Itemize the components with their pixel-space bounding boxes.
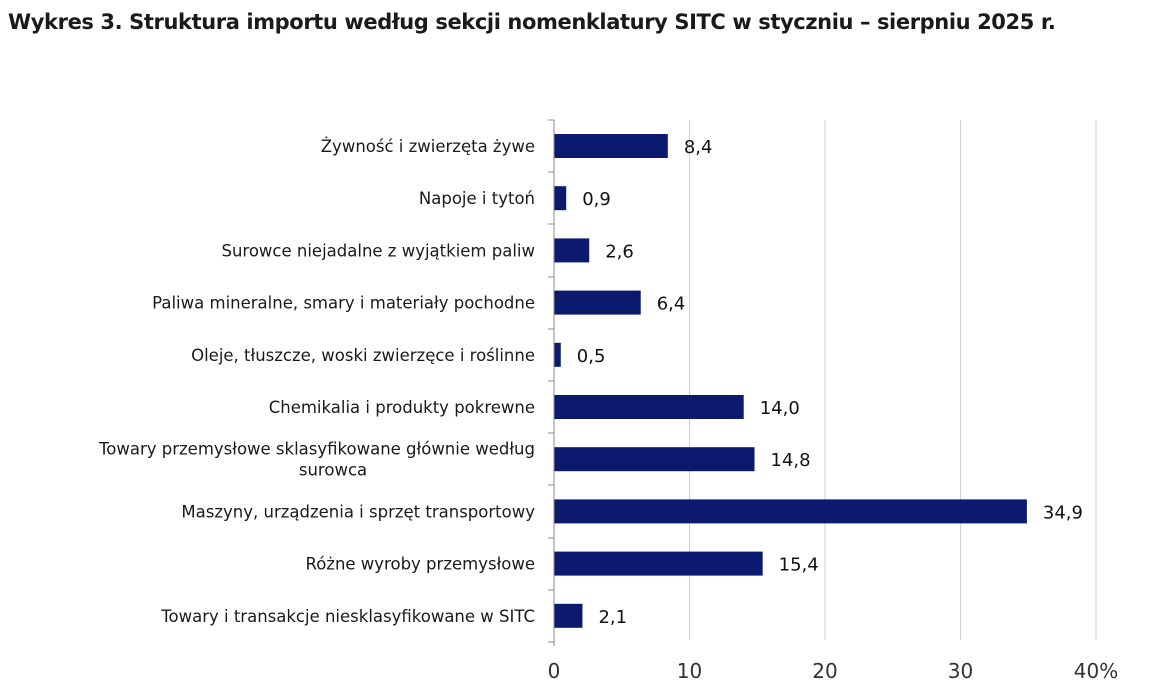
bar — [554, 603, 583, 628]
category-labels: Żywność i zwierzęta żywe Napoje i tytoń Su… — [98, 137, 535, 626]
bar — [554, 134, 668, 158]
bar — [554, 551, 763, 576]
data-label: 34,9 — [1043, 502, 1083, 523]
data-label: 14,8 — [771, 450, 811, 471]
category-label: Towary i transakcje niesklasyfikowane w … — [160, 607, 535, 626]
bars — [554, 134, 1027, 628]
x-tick-label: 40% — [1074, 659, 1118, 683]
chart-title: Wykres 3. Struktura importu według sekcj… — [8, 10, 1056, 34]
x-tick-label: 10 — [677, 659, 702, 683]
data-label: 0,9 — [582, 189, 611, 210]
category-label: Chemikalia i produkty pokrewne — [269, 398, 535, 417]
category-label: Różne wyroby przemysłowe — [305, 555, 535, 574]
x-tick-label: 0 — [548, 659, 561, 683]
data-label: 8,4 — [684, 137, 713, 158]
category-label: Żywność i zwierzęta żywe — [321, 137, 535, 156]
data-label: 6,4 — [657, 294, 686, 315]
value-labels: 8,4 0,9 2,6 6,4 0,5 14,0 14,8 34,9 15,4 2,1 — [577, 137, 1083, 628]
x-tick-label: 30 — [948, 659, 973, 683]
x-tick-label: 20 — [812, 659, 837, 683]
category-label: Towary przemysłowe sklasyfikowane główni… — [98, 440, 535, 480]
data-label: 14,0 — [760, 398, 800, 419]
data-label: 2,6 — [605, 241, 634, 262]
bar — [554, 395, 744, 419]
bar — [554, 342, 561, 367]
bar — [554, 499, 1027, 524]
category-label: Paliwa mineralne, smary i materiały poch… — [152, 294, 535, 313]
category-label: Surowce niejadalne z wyjątkiem paliw — [221, 241, 535, 260]
bar — [554, 186, 567, 211]
category-label: Oleje, tłuszcze, woski zwierzęce i rośli… — [191, 346, 535, 365]
data-label: 15,4 — [779, 555, 819, 576]
data-label: 0,5 — [577, 346, 606, 367]
category-label: Napoje i tytoń — [419, 189, 535, 208]
category-label: Maszyny, urządzenia i sprzęt transportow… — [181, 502, 535, 521]
x-axis: 0 10 20 30 40% — [548, 119, 1118, 683]
data-label: 2,1 — [598, 607, 627, 628]
bar — [554, 290, 641, 315]
bar — [554, 447, 755, 472]
bar — [554, 238, 590, 263]
